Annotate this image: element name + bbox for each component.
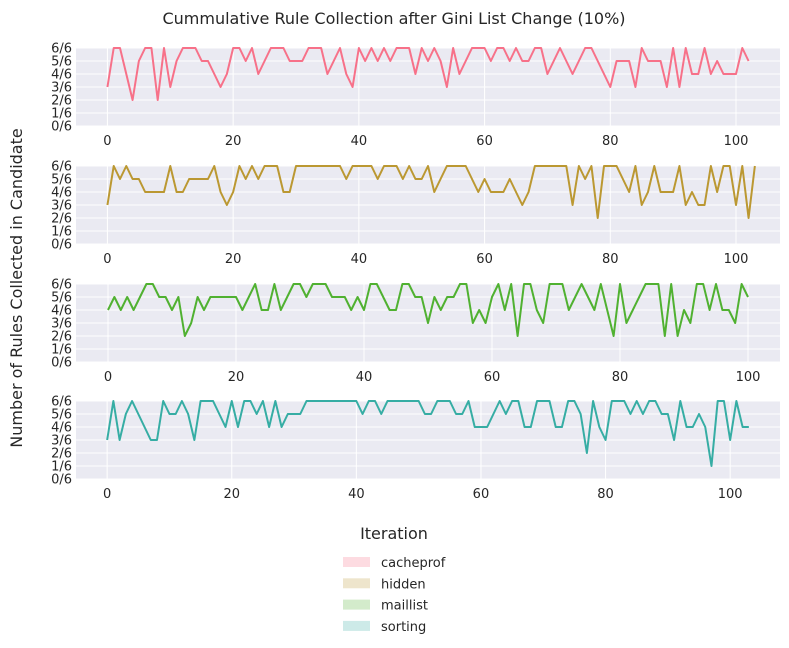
y-tick-label: 4/6 <box>51 186 72 201</box>
legend-item-cacheprof: cacheprof <box>343 556 446 571</box>
legend-label: hidden <box>381 577 426 592</box>
x-tick-label: 40 <box>351 252 368 267</box>
y-tick-label: 1/6 <box>51 343 72 358</box>
x-tick-label: 40 <box>351 134 368 149</box>
x-tick-label: 60 <box>473 487 490 502</box>
x-axis-label: Iteration <box>360 524 428 543</box>
y-tick-label: 0/6 <box>51 120 72 135</box>
x-tick-label: 100 <box>724 134 749 149</box>
subplot-sorting: 0/61/62/63/64/65/66/6 0 20 40 60 80 100 <box>51 395 780 502</box>
y-tick-label: 2/6 <box>51 447 72 462</box>
y-tick-label: 6/6 <box>51 42 72 57</box>
x-tick-label: 80 <box>602 134 619 149</box>
x-tick-label: 0 <box>103 487 111 502</box>
y-tick-label: 4/6 <box>51 304 72 319</box>
y-tick-label: 2/6 <box>51 94 72 109</box>
x-tick-label: 60 <box>476 134 493 149</box>
y-tick-label: 1/6 <box>51 107 72 122</box>
x-tick-label: 20 <box>223 487 240 502</box>
subplot-cacheprof: 0/61/62/63/64/65/66/6 0 20 40 60 80 100 <box>51 42 780 149</box>
y-tick-label: 0/6 <box>51 238 72 253</box>
y-tick-label: 0/6 <box>51 473 72 488</box>
y-tick-label: 5/6 <box>51 173 72 188</box>
y-tick-label: 6/6 <box>51 395 72 410</box>
legend-item-sorting: sorting <box>343 620 426 635</box>
series-line-hidden <box>106 165 756 219</box>
y-tick-label: 5/6 <box>51 408 72 423</box>
x-tick-label: 100 <box>724 252 749 267</box>
y-tick-label: 5/6 <box>51 291 72 306</box>
x-tick-label: 60 <box>484 370 501 385</box>
y-tick-label: 6/6 <box>51 278 72 293</box>
legend-item-hidden: hidden <box>343 577 426 592</box>
subplots: 0/61/62/63/64/65/66/60 20 40 60 80 1000/61/62… <box>51 42 780 502</box>
y-tick-label: 5/6 <box>51 55 72 70</box>
subplot-maillist: 0/61/62/63/64/65/66/6 0 20 40 60 80 100 <box>51 278 780 385</box>
y-tick-label: 2/6 <box>51 330 72 345</box>
y-tick-label: 0/6 <box>51 356 72 371</box>
x-tick-label: 80 <box>612 370 629 385</box>
legend-swatch <box>343 578 370 589</box>
y-tick-label: 4/6 <box>51 421 72 436</box>
x-tick-label: 40 <box>348 487 365 502</box>
legend-swatch <box>343 557 370 567</box>
x-tick-label: 100 <box>718 487 743 502</box>
series-line-cacheprof <box>106 47 750 101</box>
x-tick-label: 0 <box>103 134 111 149</box>
y-tick-label: 1/6 <box>51 460 72 475</box>
x-tick-label: 40 <box>356 370 373 385</box>
y-tick-label: 3/6 <box>51 199 72 214</box>
legend-swatch <box>343 620 370 631</box>
x-tick-label: 100 <box>736 370 761 385</box>
y-tick-label: 2/6 <box>51 212 72 227</box>
figure-title: Cummulative Rule Collection after Gini L… <box>162 9 625 28</box>
x-tick-label: 60 <box>476 252 493 267</box>
y-tick-label: 1/6 <box>51 225 72 240</box>
subplot-hidden: 0/61/62/63/64/65/66/6 0 20 40 60 80 100 <box>51 160 780 267</box>
x-tick-label: 0 <box>103 252 111 267</box>
series-line-sorting <box>106 400 749 467</box>
y-tick-label: 3/6 <box>51 317 72 332</box>
x-tick-label: 20 <box>225 134 242 149</box>
y-axis-label: Number of Rules Collected in Candidate <box>7 128 26 447</box>
x-tick-label: 80 <box>602 252 619 267</box>
y-tick-label: 6/6 <box>51 160 72 175</box>
x-tick-label: 0 <box>104 370 112 385</box>
y-tick-label: 3/6 <box>51 81 72 96</box>
x-tick-label: 20 <box>225 252 242 267</box>
legend-label: sorting <box>381 620 426 635</box>
legend-label: maillist <box>381 599 428 614</box>
series-line-maillist <box>107 283 749 337</box>
y-tick-label: 3/6 <box>51 434 72 449</box>
legend-swatch <box>343 599 370 610</box>
x-tick-label: 20 <box>228 370 245 385</box>
x-tick-label: 80 <box>597 487 614 502</box>
legend: cacheprof hidden maillist sorting <box>343 556 446 635</box>
legend-label: cacheprof <box>381 556 446 571</box>
y-tick-label: 4/6 <box>51 68 72 83</box>
legend-item-maillist: maillist <box>343 599 428 614</box>
